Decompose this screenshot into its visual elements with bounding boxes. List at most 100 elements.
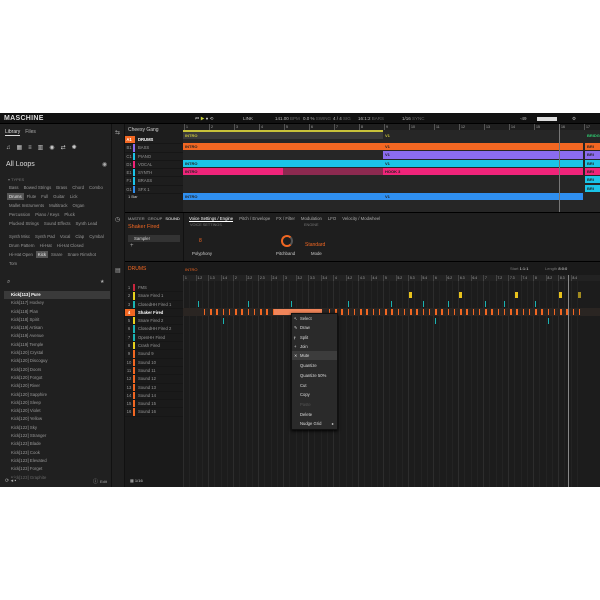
menu-item-join[interactable]: + Join xyxy=(292,342,337,351)
menu-item-draw[interactable]: ✎ Draw xyxy=(292,323,337,332)
note[interactable] xyxy=(547,318,549,324)
type-tag[interactable]: Bowed Strings xyxy=(23,185,52,190)
type-tag[interactable]: Mallet Instruments xyxy=(9,203,45,208)
type-tag[interactable]: Multitrack xyxy=(49,203,68,208)
type-tag[interactable]: Guitar xyxy=(53,194,65,199)
note[interactable] xyxy=(260,309,262,315)
note[interactable] xyxy=(409,292,412,298)
note[interactable] xyxy=(497,309,499,315)
menu-item-delete[interactable]: Delete xyxy=(292,410,337,419)
signature-display[interactable]: 4 / 4 SIG xyxy=(333,116,351,121)
note[interactable] xyxy=(472,309,474,315)
sound-row[interactable]: 13 Sound 13 xyxy=(125,383,183,392)
result-item[interactable]: Kick[123] Elevated xyxy=(11,457,47,463)
link-button[interactable]: LINK xyxy=(243,116,254,121)
swing-display[interactable]: 0.0 % SWING xyxy=(303,116,331,121)
play-icon[interactable]: ▶ xyxy=(200,116,205,121)
note[interactable] xyxy=(572,309,574,315)
result-item[interactable]: Kick[119] Artisan xyxy=(11,325,43,331)
group-row[interactable]: B1 BASS xyxy=(125,144,183,153)
note[interactable] xyxy=(559,292,562,298)
type-tag[interactable]: Synth Misc xyxy=(9,234,31,239)
playhead[interactable] xyxy=(568,275,569,487)
note[interactable] xyxy=(272,309,274,315)
type-tag[interactable]: Tom xyxy=(9,261,18,266)
record-icon[interactable]: ● xyxy=(205,116,209,121)
note[interactable] xyxy=(566,309,568,315)
type-tag[interactable]: Clap xyxy=(75,234,85,239)
refresh-icon[interactable]: ⟳ ◂ ▪ xyxy=(5,478,17,484)
note[interactable] xyxy=(247,309,249,315)
result-item[interactable]: Kick[120] Sleep xyxy=(11,399,41,405)
note[interactable] xyxy=(216,309,218,315)
note[interactable] xyxy=(335,309,337,315)
note[interactable] xyxy=(403,309,406,315)
note[interactable] xyxy=(460,309,462,315)
pattern-name[interactable]: INTRO xyxy=(185,267,198,272)
note[interactable] xyxy=(435,318,436,324)
type-tag[interactable]: Combo xyxy=(88,185,103,190)
note[interactable] xyxy=(578,309,581,315)
type-tag[interactable]: Percussion xyxy=(9,212,31,217)
param-tab[interactable]: Voice Settings / Engine xyxy=(189,216,234,222)
pattern-icon[interactable]: ▤ xyxy=(115,268,121,274)
note[interactable] xyxy=(577,292,581,298)
note[interactable] xyxy=(353,309,356,315)
note[interactable] xyxy=(541,309,543,315)
level-tab-group[interactable]: GROUP xyxy=(147,216,163,221)
plugin-slot[interactable]: Sampler xyxy=(128,235,180,242)
result-item[interactable]: Kick[123] Cook xyxy=(11,449,40,455)
arranger-clip[interactable]: INTRO xyxy=(183,159,383,167)
pattern-ruler[interactable]: 1 1.2 1.3 1.4 2 2.2 2.3 2.4 3 3.2 3.3 3.4 4 4.2 4.3 4.4… xyxy=(183,275,600,281)
type-tag[interactable]: Hi-Hat Closed xyxy=(56,243,84,248)
note[interactable] xyxy=(422,301,424,307)
group-row[interactable]: C1 PIANO xyxy=(125,152,183,161)
type-tag[interactable]: Snare xyxy=(51,252,63,257)
sound-row[interactable]: 8 Crash Fired xyxy=(125,342,183,351)
arranger-clip[interactable]: BRI xyxy=(585,184,600,192)
note[interactable] xyxy=(453,309,456,315)
result-item[interactable]: Kick[120] Discoguy xyxy=(11,358,48,364)
note[interactable] xyxy=(510,309,512,315)
sound-row[interactable]: 7 OpenHH Fired xyxy=(125,333,183,343)
edit-button[interactable]: Edit xyxy=(100,479,107,484)
sound-row[interactable]: 6 ClosedHH Fired 2 xyxy=(125,325,183,334)
group-row[interactable]: F1 BRASS xyxy=(125,177,183,186)
note[interactable] xyxy=(347,301,349,307)
note[interactable] xyxy=(422,309,424,315)
arranger-clip[interactable]: V1 xyxy=(383,143,583,151)
note[interactable] xyxy=(503,301,505,307)
tempo-display[interactable]: 141.00 BPM xyxy=(275,116,300,121)
param-tab[interactable]: Modulation xyxy=(300,216,322,221)
note[interactable] xyxy=(397,309,399,315)
type-tag[interactable]: Lick xyxy=(69,194,78,199)
type-tag[interactable]: Pluck xyxy=(64,212,75,217)
note[interactable] xyxy=(378,309,381,315)
type-tag[interactable]: Sound Effects xyxy=(43,221,71,226)
result-item[interactable]: Kick[117] Hockey xyxy=(11,300,44,306)
type-tag[interactable]: Piano / Keys xyxy=(35,212,60,217)
type-tag[interactable]: Organ xyxy=(72,203,85,208)
position-display[interactable]: 16:1:2 BARS xyxy=(358,116,384,121)
note[interactable] xyxy=(366,309,368,315)
sound-row[interactable]: 9 Sound 9 xyxy=(125,350,183,359)
note[interactable] xyxy=(447,309,449,315)
note[interactable] xyxy=(235,309,237,315)
note[interactable] xyxy=(228,309,231,315)
menu-item-mute[interactable]: ✕ Mute xyxy=(292,351,337,361)
note[interactable] xyxy=(391,301,393,307)
type-tag[interactable]: Drum Pattern xyxy=(9,243,35,248)
group-row[interactable]: G1 SFX 1 xyxy=(125,185,183,195)
note[interactable] xyxy=(560,309,562,315)
note[interactable] xyxy=(210,309,212,315)
type-tag[interactable]: Plucked Strings xyxy=(9,221,39,226)
note[interactable] xyxy=(441,309,443,315)
length-display[interactable]: Length 8:0:0 xyxy=(545,266,567,271)
start-display[interactable]: Start 1:1:1 xyxy=(510,266,528,271)
note[interactable] xyxy=(547,309,549,315)
grid-selector[interactable]: ▦ 1/16 xyxy=(130,478,143,483)
result-item[interactable]: Kick[120] River xyxy=(11,383,40,389)
volume-meter[interactable] xyxy=(537,117,557,121)
result-item[interactable]: Kick[113] Pure xyxy=(4,291,110,300)
type-tag[interactable]: Flute xyxy=(26,194,37,199)
